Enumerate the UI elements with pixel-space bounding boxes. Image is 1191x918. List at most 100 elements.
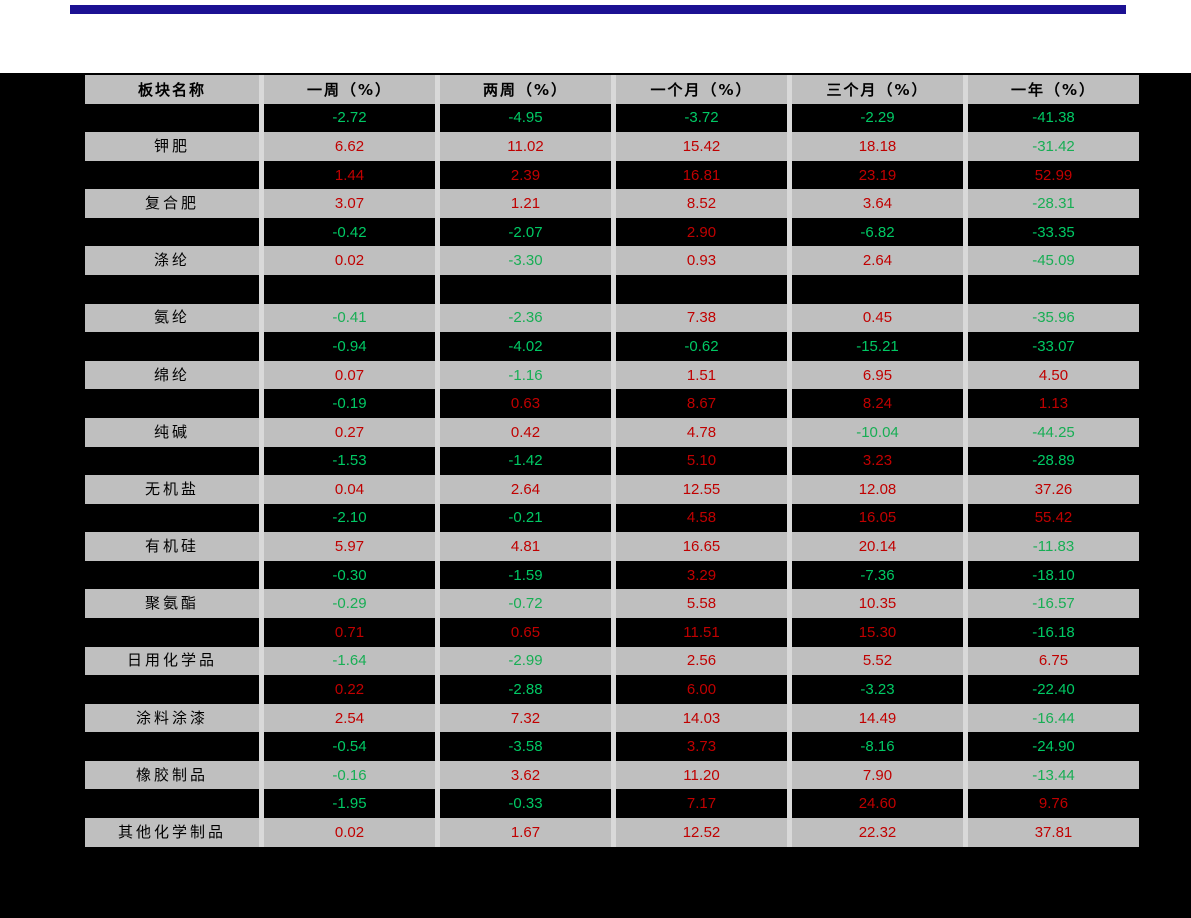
value-cell: 7.38 — [616, 303, 787, 333]
value-cell: 11.51 — [616, 617, 787, 647]
column-header: 一周（%） — [264, 75, 435, 105]
page-top-band — [0, 0, 1191, 73]
sector-name-cell-redacted — [85, 160, 259, 190]
value-cell: -41.38 — [968, 103, 1139, 133]
value-cell: -7.36 — [792, 560, 963, 590]
sector-name-cell: 氨纶 — [85, 303, 259, 333]
value-cell: -22.40 — [968, 675, 1139, 704]
value-cell: -1.95 — [264, 789, 435, 819]
column-header: 三个月（%） — [792, 75, 963, 105]
value-cell — [968, 275, 1139, 304]
value-cell — [264, 275, 435, 304]
sector-name-cell: 绵纶 — [85, 360, 259, 390]
value-cell: 4.58 — [616, 503, 787, 533]
value-cell: 0.07 — [264, 360, 435, 390]
value-cell: 12.55 — [616, 475, 787, 504]
value-cell: 5.10 — [616, 446, 787, 476]
value-cell: -33.07 — [968, 332, 1139, 361]
value-cell: 1.51 — [616, 360, 787, 390]
value-cell: -44.25 — [968, 417, 1139, 447]
value-cell: 37.26 — [968, 475, 1139, 504]
value-cell: 4.81 — [440, 532, 611, 561]
value-cell: 0.71 — [264, 617, 435, 647]
value-cell: 5.58 — [616, 589, 787, 618]
value-cell: 1.44 — [264, 160, 435, 190]
value-cell: -8.16 — [792, 732, 963, 761]
sector-name-cell-redacted — [85, 789, 259, 819]
value-cell: 5.52 — [792, 646, 963, 676]
value-cell: 20.14 — [792, 532, 963, 561]
sector-name-cell: 有机硅 — [85, 532, 259, 561]
value-cell: -24.90 — [968, 732, 1139, 761]
value-cell: -1.59 — [440, 560, 611, 590]
value-cell: 2.39 — [440, 160, 611, 190]
value-cell: 24.60 — [792, 789, 963, 819]
value-cell: -0.72 — [440, 589, 611, 618]
sector-name-cell-redacted — [85, 675, 259, 704]
value-cell: 5.97 — [264, 532, 435, 561]
value-cell: -6.82 — [792, 217, 963, 247]
sector-name-cell-redacted — [85, 560, 259, 590]
sector-name-cell-redacted — [85, 732, 259, 761]
value-cell: 14.49 — [792, 703, 963, 733]
sector-name-cell: 涂料涂漆 — [85, 703, 259, 733]
value-cell: -0.16 — [264, 760, 435, 790]
value-cell: 0.04 — [264, 475, 435, 504]
value-cell: 6.62 — [264, 132, 435, 161]
value-cell: -0.29 — [264, 589, 435, 618]
value-cell: -16.57 — [968, 589, 1139, 618]
value-cell: -13.44 — [968, 760, 1139, 790]
value-cell: -0.41 — [264, 303, 435, 333]
value-cell: 0.27 — [264, 417, 435, 447]
value-cell: 10.35 — [792, 589, 963, 618]
value-cell: 3.29 — [616, 560, 787, 590]
value-cell: 1.67 — [440, 818, 611, 847]
value-cell: 9.76 — [968, 789, 1139, 819]
value-cell: -35.96 — [968, 303, 1139, 333]
value-cell: 2.64 — [792, 246, 963, 276]
value-cell: -0.33 — [440, 789, 611, 819]
sector-name-cell: 日用化学品 — [85, 646, 259, 676]
value-cell: 2.90 — [616, 217, 787, 247]
value-cell: -45.09 — [968, 246, 1139, 276]
value-cell: -3.58 — [440, 732, 611, 761]
value-cell: -2.07 — [440, 217, 611, 247]
value-cell: 7.90 — [792, 760, 963, 790]
value-cell: 52.99 — [968, 160, 1139, 190]
value-cell: -1.16 — [440, 360, 611, 390]
value-cell: 1.21 — [440, 189, 611, 218]
value-cell: -1.53 — [264, 446, 435, 476]
value-cell — [792, 275, 963, 304]
value-cell: -2.72 — [264, 103, 435, 133]
sector-name-cell-redacted — [85, 275, 259, 304]
value-cell: 0.65 — [440, 617, 611, 647]
value-cell: 15.42 — [616, 132, 787, 161]
value-cell: -28.89 — [968, 446, 1139, 476]
value-cell: 16.81 — [616, 160, 787, 190]
value-cell: -2.29 — [792, 103, 963, 133]
column-header: 板块名称 — [85, 75, 259, 105]
value-cell: -3.72 — [616, 103, 787, 133]
value-cell: -31.42 — [968, 132, 1139, 161]
value-cell: -16.18 — [968, 617, 1139, 647]
value-cell: -15.21 — [792, 332, 963, 361]
value-cell: -1.42 — [440, 446, 611, 476]
sector-name-cell-redacted — [85, 617, 259, 647]
value-cell: -4.95 — [440, 103, 611, 133]
value-cell: 3.07 — [264, 189, 435, 218]
value-cell: -2.99 — [440, 646, 611, 676]
sector-name-cell-redacted — [85, 217, 259, 247]
value-cell: 8.67 — [616, 389, 787, 418]
sector-name-cell: 纯碱 — [85, 417, 259, 447]
value-cell: -2.36 — [440, 303, 611, 333]
value-cell: 4.78 — [616, 417, 787, 447]
value-cell: -3.30 — [440, 246, 611, 276]
value-cell: 12.08 — [792, 475, 963, 504]
value-cell: 0.93 — [616, 246, 787, 276]
value-cell: 14.03 — [616, 703, 787, 733]
value-cell: 6.95 — [792, 360, 963, 390]
sector-name-cell: 复合肥 — [85, 189, 259, 218]
value-cell: -1.64 — [264, 646, 435, 676]
value-cell: -3.23 — [792, 675, 963, 704]
value-cell: 4.50 — [968, 360, 1139, 390]
